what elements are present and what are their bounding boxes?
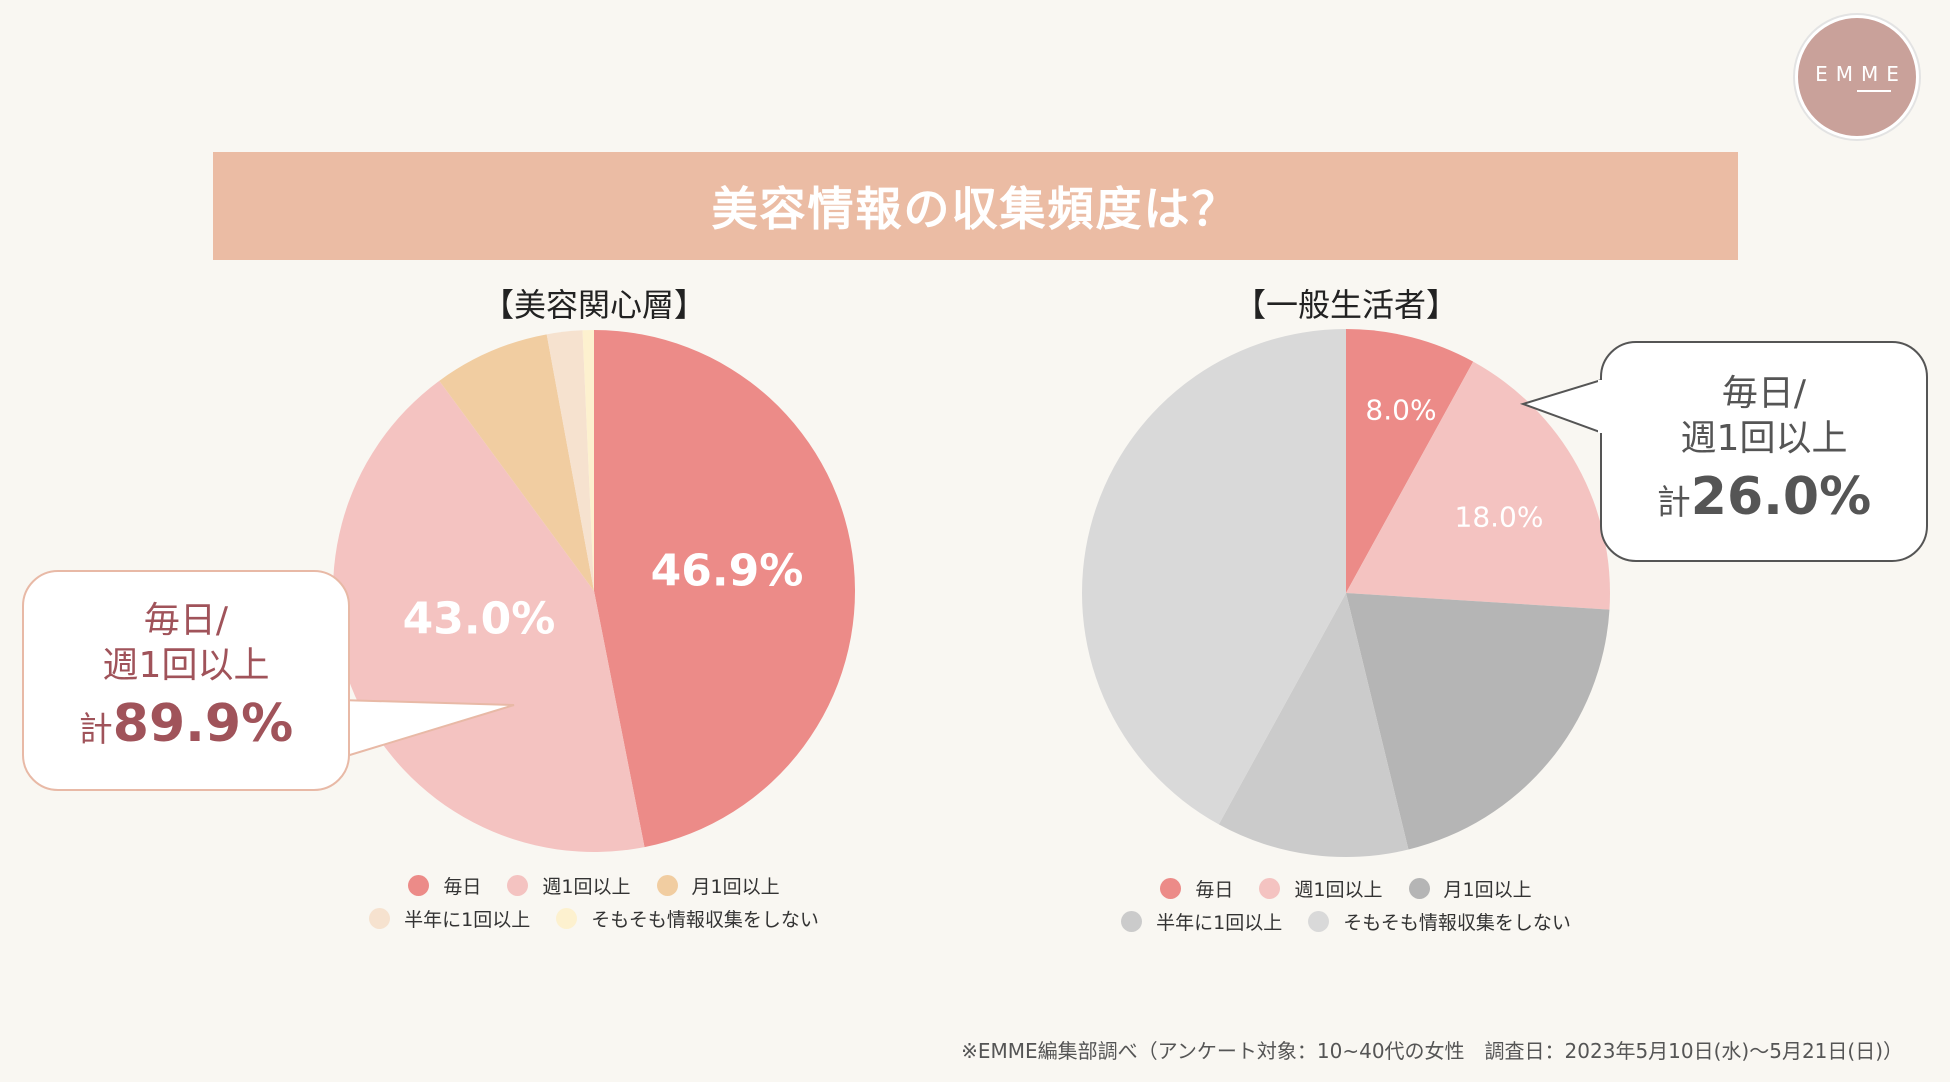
pie-slice-weekly <box>1346 361 1610 610</box>
legend-dot <box>408 875 430 896</box>
callout-total: 26.0% <box>1690 467 1872 527</box>
pie-slice-monthly <box>439 334 594 591</box>
legend-label: 半年に1回以上 <box>404 909 531 931</box>
callout-prefix: 計 <box>1656 483 1691 523</box>
callout-line1: 毎日/ <box>1721 373 1807 414</box>
legend-item-daily: 毎日 <box>408 872 481 899</box>
callout-line1: 毎日/ <box>143 600 229 641</box>
pie-slice-half-year <box>546 330 594 591</box>
legend-label: 月1回以上 <box>691 876 780 898</box>
callout-beauty-interested: 毎日/ 週1回以上 計89.9% <box>22 570 350 791</box>
source-footnote: ※EMME編集部調べ（アンケート対象：10~40代の女性 調査日：2023年5月… <box>961 1039 1903 1063</box>
callout-prefix: 計 <box>78 710 113 750</box>
pie-slice-daily <box>594 330 855 848</box>
title-banner: 美容情報の収集頻度は？ <box>213 152 1738 260</box>
pie-slice-monthly <box>1346 593 1610 850</box>
callout-line2: 週1回以上 <box>102 645 270 686</box>
legend-label: 半年に1回以上 <box>1156 912 1283 934</box>
data-label-daily: 8.0% <box>1365 393 1437 427</box>
legend-label: 週1回以上 <box>1294 879 1383 901</box>
callout-line2: 週1回以上 <box>1680 418 1848 459</box>
legend-item-weekly: 週1回以上 <box>1259 875 1383 902</box>
callout-general: 毎日/ 週1回以上 計26.0% <box>1600 341 1928 562</box>
pie-slice-daily <box>1346 329 1474 593</box>
legend-dot <box>556 908 578 929</box>
legend-item-monthly: 月1回以上 <box>656 872 780 899</box>
legend-dot <box>1408 878 1430 899</box>
page-title: 美容情報の収集頻度は？ <box>711 182 1240 236</box>
legend-item-half-year: 半年に1回以上 <box>369 905 530 932</box>
data-label-daily: 46.9% <box>650 545 804 597</box>
legend-label: 週1回以上 <box>542 876 631 898</box>
legend-dot <box>507 875 529 896</box>
legend-label: 毎日 <box>443 876 482 898</box>
legend-label: 毎日 <box>1195 879 1234 901</box>
legend-item-none: そもそも情報収集をしない <box>556 905 819 932</box>
legend-item-monthly: 月1回以上 <box>1408 875 1532 902</box>
legend-general: 毎日 週1回以上 月1回以上 半年に1回以上 そもそも情報収集をしない <box>1046 872 1646 938</box>
legend-item-daily: 毎日 <box>1160 875 1233 902</box>
callout-total: 89.9% <box>112 694 294 754</box>
legend-label: そもそも情報収集をしない <box>1343 912 1571 934</box>
chart-title-beauty-interested: 【美容関心層】 <box>481 286 706 324</box>
legend-beauty-interested: 毎日 週1回以上 月1回以上 半年に1回以上 そもそも情報収集をしない <box>344 869 844 935</box>
legend-item-weekly: 週1回以上 <box>507 872 631 899</box>
pie-slice-half-year <box>1218 593 1409 858</box>
legend-label: そもそも情報収集をしない <box>591 909 819 931</box>
legend-dot <box>369 908 391 929</box>
emme-logo: EMME <box>1795 15 1919 139</box>
logo-underline <box>1857 90 1891 92</box>
legend-dot <box>1259 878 1281 899</box>
data-label-weekly: 18.0% <box>1454 500 1544 534</box>
legend-item-none: そもそも情報収集をしない <box>1308 908 1571 935</box>
legend-dot <box>1121 911 1143 932</box>
legend-dot <box>1308 911 1330 932</box>
chart-title-general: 【一般生活者】 <box>1233 286 1458 324</box>
logo-text: EMME <box>1815 62 1907 86</box>
pie-slice-none <box>582 330 594 591</box>
legend-dot <box>656 875 678 896</box>
legend-label: 月1回以上 <box>1443 879 1532 901</box>
legend-item-half-year: 半年に1回以上 <box>1121 908 1282 935</box>
legend-dot <box>1160 878 1182 899</box>
pie-slice-none <box>1081 329 1346 825</box>
data-label-weekly: 43.0% <box>402 593 556 645</box>
